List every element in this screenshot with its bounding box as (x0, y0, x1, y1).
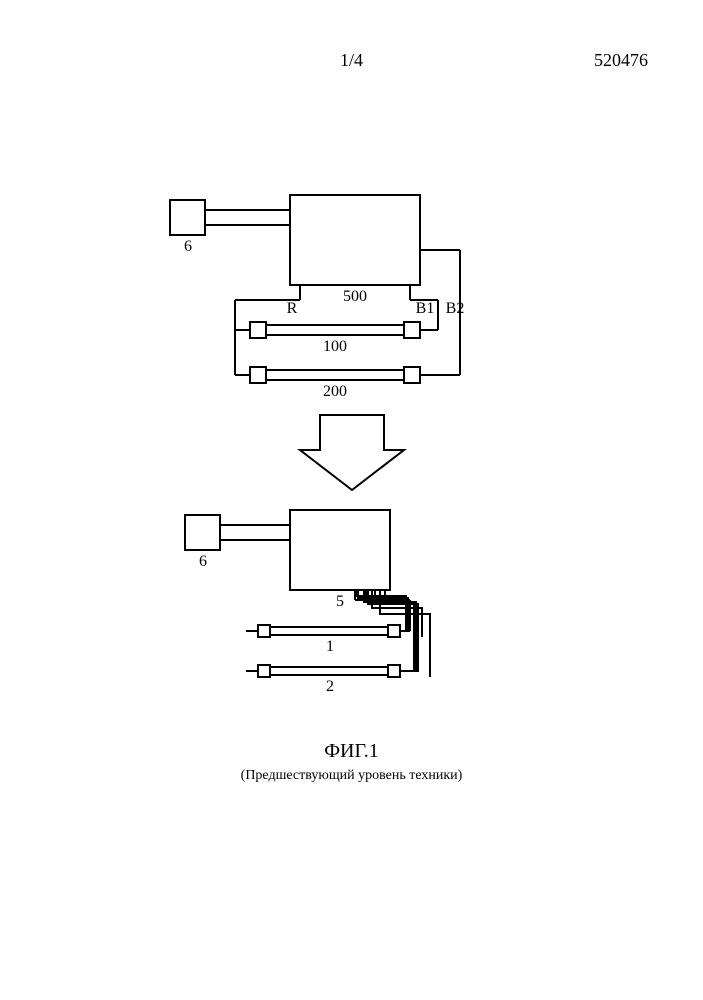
label-lamp100: 100 (310, 338, 360, 356)
label-lamp2: 2 (320, 678, 340, 696)
label-B2: B2 (440, 300, 470, 318)
figure-caption: ФИГ.1 (0, 740, 703, 763)
label-B1: B1 (410, 300, 440, 318)
patent-figure-page: { "page": { "number_fraction": "1/4", "d… (0, 0, 703, 1000)
label-bot-mainbox: 5 (330, 593, 350, 611)
label-R: R (282, 300, 302, 318)
label-top-mainbox: 500 (330, 288, 380, 306)
label-lamp200: 200 (310, 383, 360, 401)
label-top-smallbox: 6 (178, 238, 198, 256)
figure-subcaption: (Предшествующий уровень техники) (0, 768, 703, 784)
label-lamp1: 1 (320, 638, 340, 656)
figure-svg (0, 0, 703, 1000)
label-bot-smallbox: 6 (193, 553, 213, 571)
